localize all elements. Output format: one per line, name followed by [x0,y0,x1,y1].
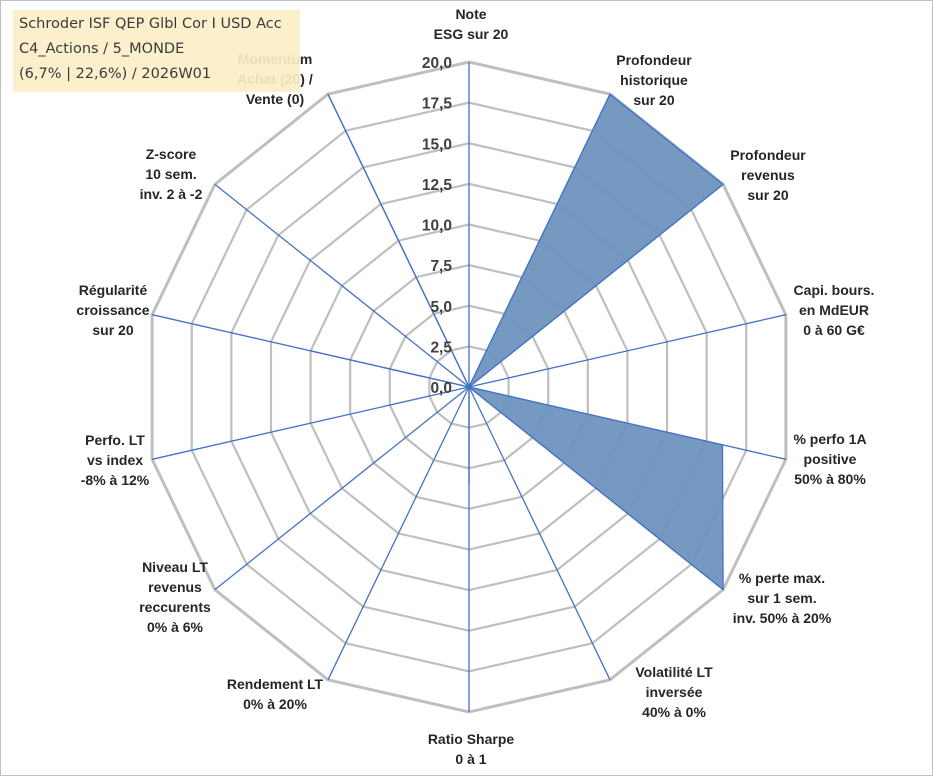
axis-label-line: revenus [741,167,795,183]
axis-label-line: inv. 2 à -2 [140,186,203,202]
r-tick-label: 2,5 [430,339,452,356]
series-area [309,93,724,591]
axis-label-line: 0% à 20% [243,696,307,712]
axis-label-line: Niveau LT [142,559,208,575]
r-tick-label: 0,0 [430,380,452,397]
axis-label: Perfo. LT vs index -8% à 12% [81,432,150,488]
chart-title-box: Schroder ISF QEP Glbl Cor I USD Acc C4_A… [13,10,300,92]
axis-label: Capi. bours. en MdEUR 0 à 60 G€ [794,282,875,338]
axis-label-line: Note [455,6,486,22]
spoke-line [468,386,611,681]
axis-label-line: 0 à 60 G€ [803,322,865,338]
axis-label-line: -8% à 12% [81,472,150,488]
axis-label-line: Profondeur [730,147,806,163]
axis-label-line: % perfo 1A [793,431,866,447]
axis-label: Profondeur revenus sur 20 [730,147,806,203]
r-tick-label: 20,0 [422,55,452,72]
axis-label-line: historique [620,72,688,88]
axis-label: % perte max. sur 1 sem. inv. 50% à 20% [733,570,832,626]
spoke-line [468,314,786,388]
axis-label: Profondeur historique sur 20 [616,52,692,108]
axis-label-line: Perfo. LT [85,432,145,448]
r-tick-label: 7,5 [430,258,452,275]
spoke-line [327,386,470,681]
axis-label: Niveau LT revenus reccurents 0% à 6% [139,559,211,635]
axis-label-line: Volatilité LT [635,664,713,680]
spoke-line [214,183,470,388]
axis-label-line: positive [804,451,857,467]
spoke-line [214,386,470,591]
axis-label-line: Vente (0) [246,91,304,107]
axis-label: Note ESG sur 20 [434,6,509,42]
radar-series-area [309,93,724,591]
axis-label: Ratio Sharpe 0 à 1 [428,731,515,767]
fund-category: C4_Actions / 5_MONDE [19,41,185,57]
axis-label-line: en MdEUR [799,302,869,318]
axis-label-line: Régularité [79,282,148,298]
axis-label-line: Ratio Sharpe [428,731,515,747]
r-tick-label: 17,5 [422,96,453,113]
axis-label-line: revenus [148,579,202,595]
axis-label: Rendement LT 0% à 20% [227,676,324,712]
axis-label-line: 0 à 1 [455,751,486,767]
fund-name: Schroder ISF QEP Glbl Cor I USD Acc [19,16,282,32]
r-tick-label: 15,0 [422,136,452,153]
axis-label-line: Profondeur [616,52,692,68]
axis-label-line: inv. 50% à 20% [733,610,832,626]
axis-label-line: 0% à 6% [147,619,204,635]
axis-label-line: vs index [87,452,143,468]
axis-label-line: croissance [76,302,149,318]
radar-axis-labels: Note ESG sur 20 Profondeur historique sur 20… [76,6,874,767]
r-tick-label: 10,0 [422,218,452,235]
axis-label-line: 10 sem. [145,166,196,182]
axis-label-line: % perte max. [739,570,825,586]
r-tick-label: 12,5 [422,177,453,194]
axis-label-line: sur 1 sem. [747,590,816,606]
axis-label-line: inversée [646,684,703,700]
axis-label: % perfo 1A positive 50% à 80% [793,431,866,487]
axis-label-line: Rendement LT [227,676,324,692]
fund-stats-week: (6,7% | 22,6%) / 2026W01 [19,66,212,82]
axis-label-line: sur 20 [747,187,788,203]
r-tick-label: 5,0 [430,299,452,316]
radar-tick-labels: 0,0 2,5 5,0 7,5 10,0 12,5 15,0 17,5 20,0 [422,55,453,397]
axis-label-line: sur 20 [92,322,133,338]
axis-label-line: Capi. bours. [794,282,875,298]
axis-label-line: sur 20 [633,92,674,108]
spoke-line [152,386,470,460]
axis-label-line: Z-score [146,146,197,162]
axis-label-line: reccurents [139,599,211,615]
axis-label: Z-score 10 sem. inv. 2 à -2 [140,146,203,202]
axis-label-line: ESG sur 20 [434,26,509,42]
axis-label: Régularité croissance sur 20 [76,282,149,338]
axis-label-line: 50% à 80% [794,471,866,487]
axis-label: Volatilité LT inversée 40% à 0% [635,664,713,720]
axis-label-line: 40% à 0% [642,704,706,720]
